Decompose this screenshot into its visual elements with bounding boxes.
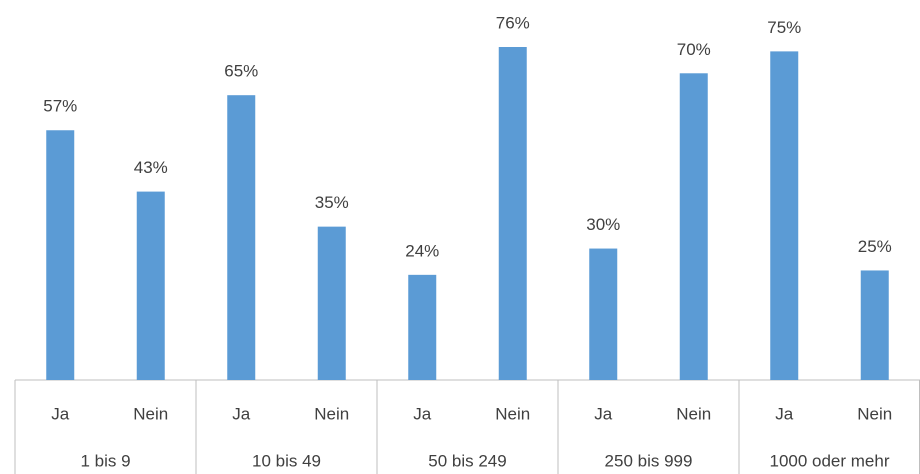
x-tick-label: Nein <box>857 404 892 423</box>
data-label: 76% <box>496 13 530 32</box>
x-tick-label: Nein <box>676 404 711 423</box>
x-tick-label: Nein <box>133 404 168 423</box>
group-label: 250 bis 999 <box>605 451 693 470</box>
group-label: 1 bis 9 <box>80 451 130 470</box>
data-label: 30% <box>586 215 620 234</box>
data-label: 75% <box>767 18 801 37</box>
bar <box>589 248 618 380</box>
x-tick-label: Ja <box>775 404 794 423</box>
x-tick-label: Nein <box>314 404 349 423</box>
group-label: 10 bis 49 <box>252 451 321 470</box>
x-tick-label: Nein <box>495 404 530 423</box>
x-tick-label: Ja <box>413 404 432 423</box>
data-label: 35% <box>315 193 349 212</box>
group-label: 1000 oder mehr <box>769 451 889 470</box>
data-label: 65% <box>224 62 258 81</box>
bar <box>46 130 75 380</box>
bar <box>227 95 256 381</box>
bar <box>317 226 346 380</box>
bar <box>498 47 527 380</box>
data-label: 70% <box>677 40 711 59</box>
data-label: 43% <box>134 158 168 177</box>
data-label: 57% <box>43 97 77 116</box>
x-tick-label: Ja <box>51 404 70 423</box>
data-label: 25% <box>858 237 892 256</box>
bar <box>679 73 708 380</box>
group-label: 50 bis 249 <box>428 451 506 470</box>
x-tick-label: Ja <box>594 404 613 423</box>
x-tick-label: Ja <box>232 404 251 423</box>
bar <box>136 191 165 380</box>
bar <box>770 51 799 380</box>
bar <box>860 270 889 380</box>
data-label: 24% <box>405 241 439 260</box>
bar <box>408 274 437 380</box>
